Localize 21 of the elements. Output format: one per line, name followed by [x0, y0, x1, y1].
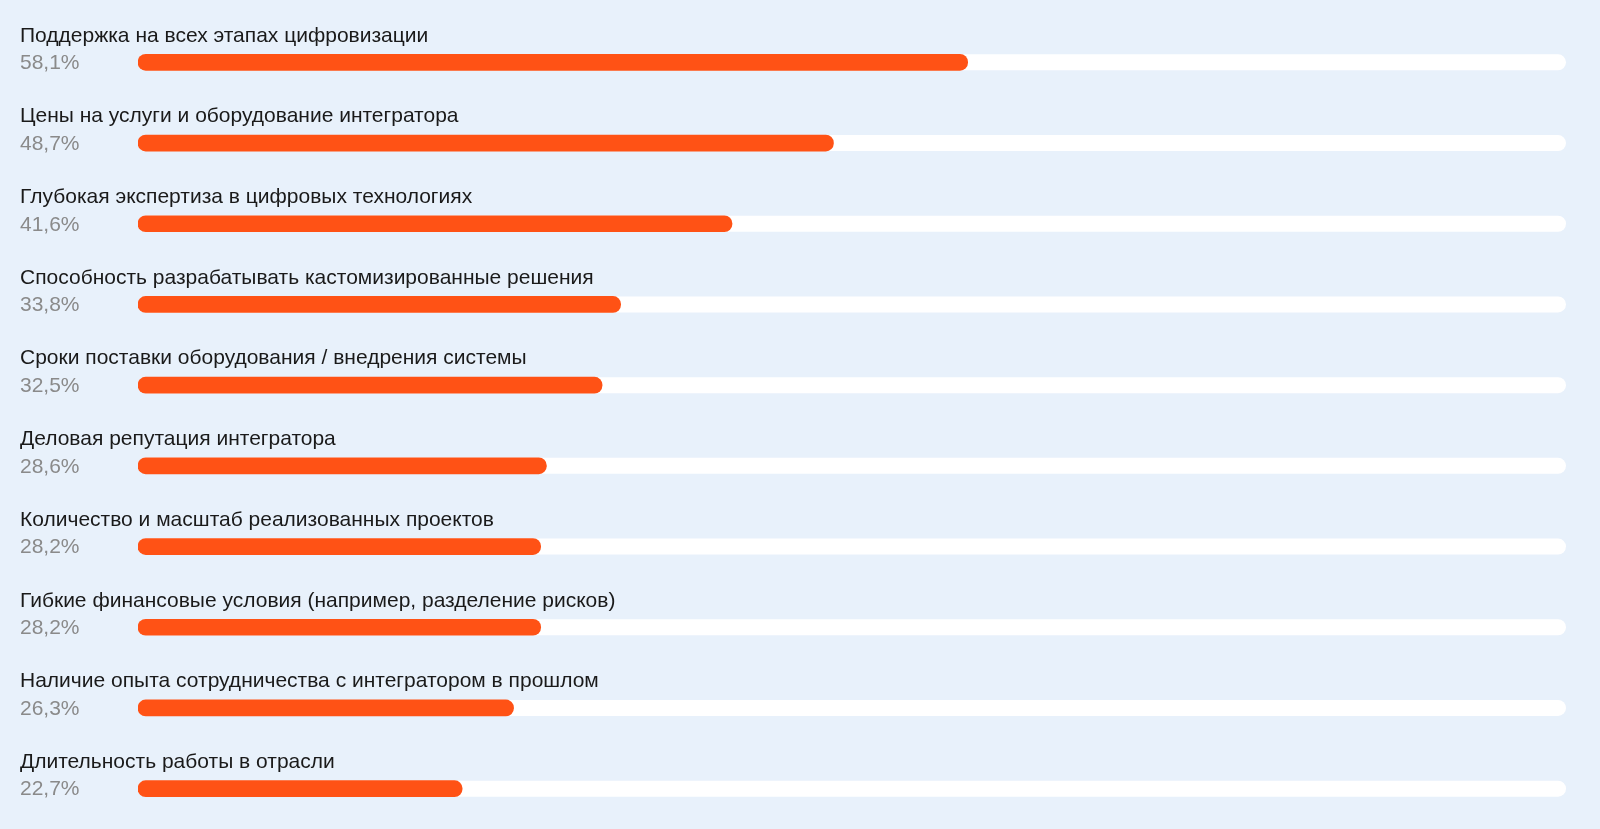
data-label: 28,6% — [20, 453, 80, 477]
y-tick-label: Сроки поставки оборудования / внедрения системы — [20, 345, 527, 369]
data-label: 32,5% — [20, 372, 80, 396]
data-label: 48,7% — [20, 130, 80, 154]
data-label: 41,6% — [20, 211, 80, 235]
data-label: 33,8% — [20, 292, 80, 316]
y-tick-label: Длительность работы в отрасли — [20, 748, 335, 772]
y-tick-label: Количество и масштаб реализованных проектов — [20, 506, 494, 530]
y-tick-label: Поддержка на всех этапах цифровизации — [20, 22, 429, 46]
y-tick-label: Цены на услуги и оборудование интегратора — [20, 103, 459, 127]
y-tick-label: Деловая репутация интегратора — [20, 426, 337, 450]
data-label: 28,2% — [20, 534, 80, 558]
data-label: 28,2% — [20, 615, 80, 639]
y-tick-label: Гибкие финансовые условия (например, разделение рисков) — [20, 587, 616, 611]
bar — [138, 780, 463, 797]
y-tick-label: Наличие опыта сотрудничества с интегратором в прошлом — [20, 668, 599, 692]
data-label: 26,3% — [20, 695, 80, 719]
data-label: 22,7% — [20, 776, 80, 800]
y-tick-label: Глубокая экспертиза в цифровых технологиях — [20, 184, 473, 208]
data-label: 58,1% — [20, 50, 80, 74]
y-tick-label: Способность разрабатывать кастомизированные решения — [20, 264, 594, 288]
